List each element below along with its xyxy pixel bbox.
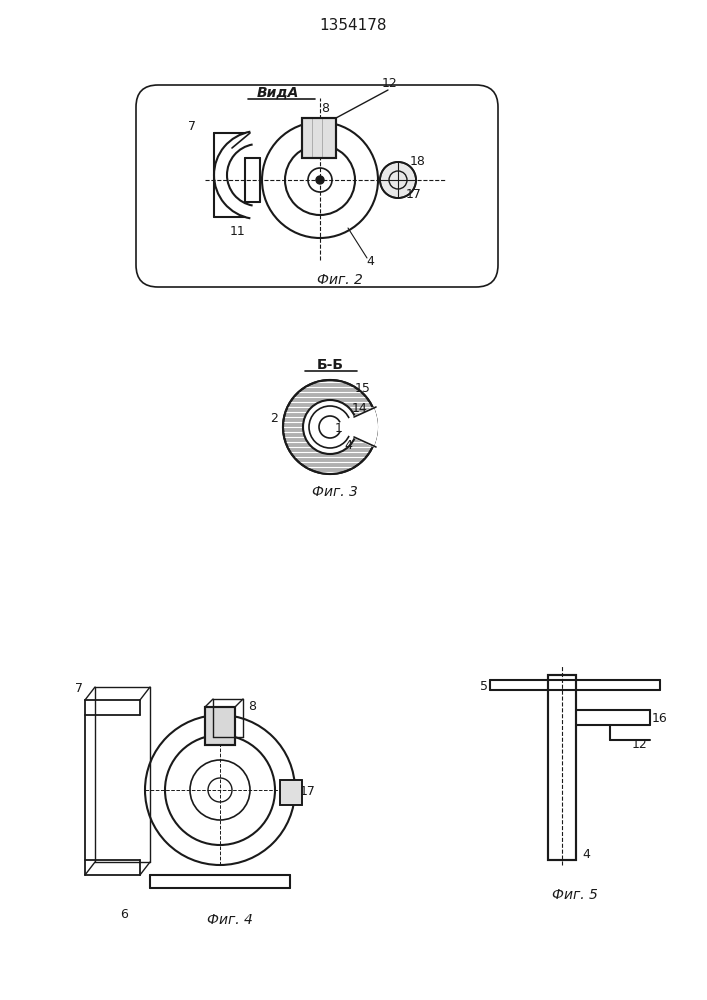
Bar (548, 675, 576, 860)
Text: 17: 17 (406, 188, 422, 201)
Text: 18: 18 (410, 155, 426, 168)
Circle shape (316, 176, 324, 184)
Text: Фиг. 2: Фиг. 2 (317, 273, 363, 287)
Circle shape (303, 400, 357, 454)
Text: 11: 11 (230, 225, 246, 238)
Text: 6: 6 (120, 908, 128, 921)
Text: 2: 2 (270, 412, 278, 425)
Bar (205, 707, 235, 745)
Text: 12: 12 (382, 77, 398, 90)
Text: 12: 12 (632, 738, 648, 751)
Text: 4: 4 (344, 439, 352, 452)
Text: 5: 5 (480, 680, 488, 693)
Text: Б-Б: Б-Б (317, 358, 344, 372)
Text: 8: 8 (248, 700, 256, 713)
Bar (280, 780, 302, 805)
Text: 1354178: 1354178 (320, 17, 387, 32)
Bar (302, 118, 336, 158)
Text: 16: 16 (652, 712, 667, 725)
Bar (205, 707, 235, 745)
Text: Фиг. 5: Фиг. 5 (552, 888, 598, 902)
Text: 4: 4 (366, 255, 374, 268)
Text: 7: 7 (188, 120, 196, 133)
Bar (280, 780, 302, 805)
Text: 1: 1 (335, 422, 343, 435)
Circle shape (380, 162, 416, 198)
Bar (548, 675, 576, 860)
Wedge shape (330, 407, 378, 447)
Text: 15: 15 (355, 382, 371, 395)
Text: ВидА: ВидА (257, 86, 299, 100)
Text: 7: 7 (75, 682, 83, 695)
Text: 14: 14 (352, 402, 368, 415)
Text: 4: 4 (582, 848, 590, 861)
Circle shape (319, 416, 341, 438)
Text: Фиг. 3: Фиг. 3 (312, 485, 358, 499)
Text: 8: 8 (321, 102, 329, 115)
Circle shape (283, 380, 377, 474)
Bar (302, 118, 336, 158)
Text: 17: 17 (300, 785, 316, 798)
Text: Фиг. 4: Фиг. 4 (207, 913, 253, 927)
